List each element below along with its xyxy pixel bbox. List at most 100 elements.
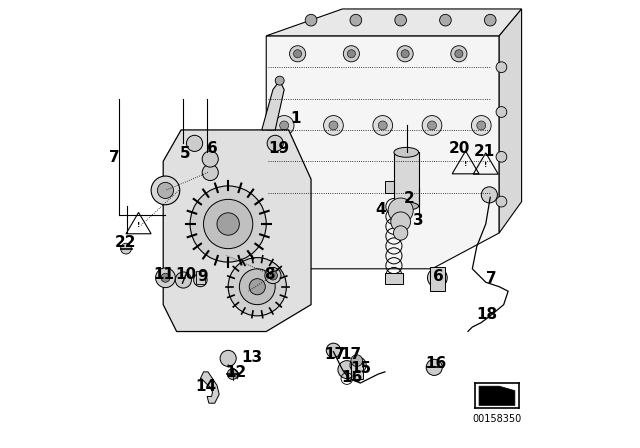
- Circle shape: [343, 46, 360, 62]
- Circle shape: [477, 121, 486, 130]
- Polygon shape: [262, 81, 284, 130]
- Circle shape: [440, 14, 451, 26]
- Circle shape: [220, 350, 236, 366]
- Circle shape: [496, 151, 507, 162]
- Circle shape: [186, 135, 203, 151]
- Circle shape: [496, 107, 507, 117]
- Circle shape: [496, 62, 507, 73]
- Text: 6: 6: [433, 269, 444, 284]
- Circle shape: [202, 151, 218, 167]
- Circle shape: [289, 46, 306, 62]
- Text: 20: 20: [449, 141, 470, 156]
- Polygon shape: [499, 9, 522, 233]
- Circle shape: [275, 116, 294, 135]
- Circle shape: [350, 14, 362, 26]
- Ellipse shape: [394, 202, 419, 210]
- Circle shape: [294, 50, 301, 58]
- Circle shape: [388, 198, 413, 223]
- Polygon shape: [266, 9, 522, 36]
- Circle shape: [401, 50, 409, 58]
- Circle shape: [324, 116, 343, 135]
- Text: 3: 3: [413, 213, 424, 228]
- Circle shape: [239, 269, 275, 305]
- Circle shape: [481, 187, 497, 203]
- Circle shape: [326, 343, 340, 358]
- Circle shape: [204, 199, 253, 249]
- Polygon shape: [266, 36, 499, 269]
- Circle shape: [194, 273, 207, 287]
- Circle shape: [428, 268, 447, 288]
- Text: 8: 8: [264, 267, 275, 282]
- Bar: [385, 181, 403, 193]
- Text: 13: 13: [241, 350, 262, 365]
- Circle shape: [378, 121, 387, 130]
- Ellipse shape: [394, 147, 419, 157]
- Text: 16: 16: [425, 356, 446, 371]
- Bar: [394, 152, 419, 206]
- Circle shape: [228, 258, 287, 316]
- Circle shape: [395, 14, 406, 26]
- Text: 00158350: 00158350: [472, 414, 522, 424]
- Circle shape: [373, 116, 392, 135]
- Text: 4: 4: [375, 202, 386, 217]
- Circle shape: [338, 361, 356, 379]
- Text: !: !: [484, 163, 488, 168]
- Circle shape: [397, 46, 413, 62]
- Circle shape: [394, 226, 408, 240]
- Text: 21: 21: [474, 144, 495, 159]
- Circle shape: [391, 212, 410, 232]
- Text: 19: 19: [268, 141, 289, 156]
- Circle shape: [265, 267, 281, 284]
- Text: !: !: [137, 222, 140, 228]
- Circle shape: [280, 121, 289, 130]
- Circle shape: [121, 243, 131, 254]
- Text: 22: 22: [115, 235, 136, 250]
- Circle shape: [217, 213, 239, 235]
- Text: 18: 18: [476, 307, 497, 322]
- Circle shape: [351, 355, 362, 366]
- Circle shape: [348, 50, 355, 58]
- Text: 17: 17: [324, 347, 346, 362]
- Bar: [351, 361, 362, 379]
- Text: 12: 12: [225, 365, 246, 380]
- Text: 2: 2: [404, 190, 415, 206]
- Circle shape: [496, 196, 507, 207]
- Circle shape: [350, 357, 366, 373]
- Text: 11: 11: [154, 267, 175, 282]
- Circle shape: [451, 46, 467, 62]
- Bar: [385, 273, 403, 284]
- Circle shape: [157, 182, 173, 198]
- Text: 7: 7: [486, 271, 497, 286]
- Text: 10: 10: [175, 267, 196, 282]
- Circle shape: [249, 279, 266, 295]
- Circle shape: [329, 121, 338, 130]
- Text: !: !: [464, 161, 467, 168]
- Circle shape: [472, 116, 491, 135]
- Circle shape: [267, 135, 284, 151]
- Circle shape: [275, 76, 284, 85]
- Polygon shape: [479, 386, 515, 405]
- Text: 6: 6: [207, 141, 218, 156]
- Polygon shape: [163, 130, 311, 332]
- Text: 5: 5: [180, 146, 191, 161]
- Circle shape: [190, 186, 266, 262]
- Text: 9: 9: [197, 269, 208, 284]
- Text: 15: 15: [351, 361, 372, 376]
- Circle shape: [269, 271, 278, 280]
- Circle shape: [426, 359, 442, 375]
- Circle shape: [151, 176, 180, 205]
- Circle shape: [156, 268, 175, 288]
- Circle shape: [428, 121, 436, 130]
- Circle shape: [455, 50, 463, 58]
- Bar: [196, 271, 205, 284]
- Bar: [430, 267, 445, 291]
- Text: 7: 7: [109, 150, 119, 165]
- Text: 16: 16: [342, 370, 363, 385]
- Circle shape: [422, 116, 442, 135]
- Text: 1: 1: [290, 111, 301, 126]
- Text: 14: 14: [195, 379, 216, 394]
- Text: 17: 17: [340, 347, 361, 362]
- Circle shape: [175, 272, 191, 288]
- Circle shape: [305, 14, 317, 26]
- Circle shape: [202, 164, 218, 181]
